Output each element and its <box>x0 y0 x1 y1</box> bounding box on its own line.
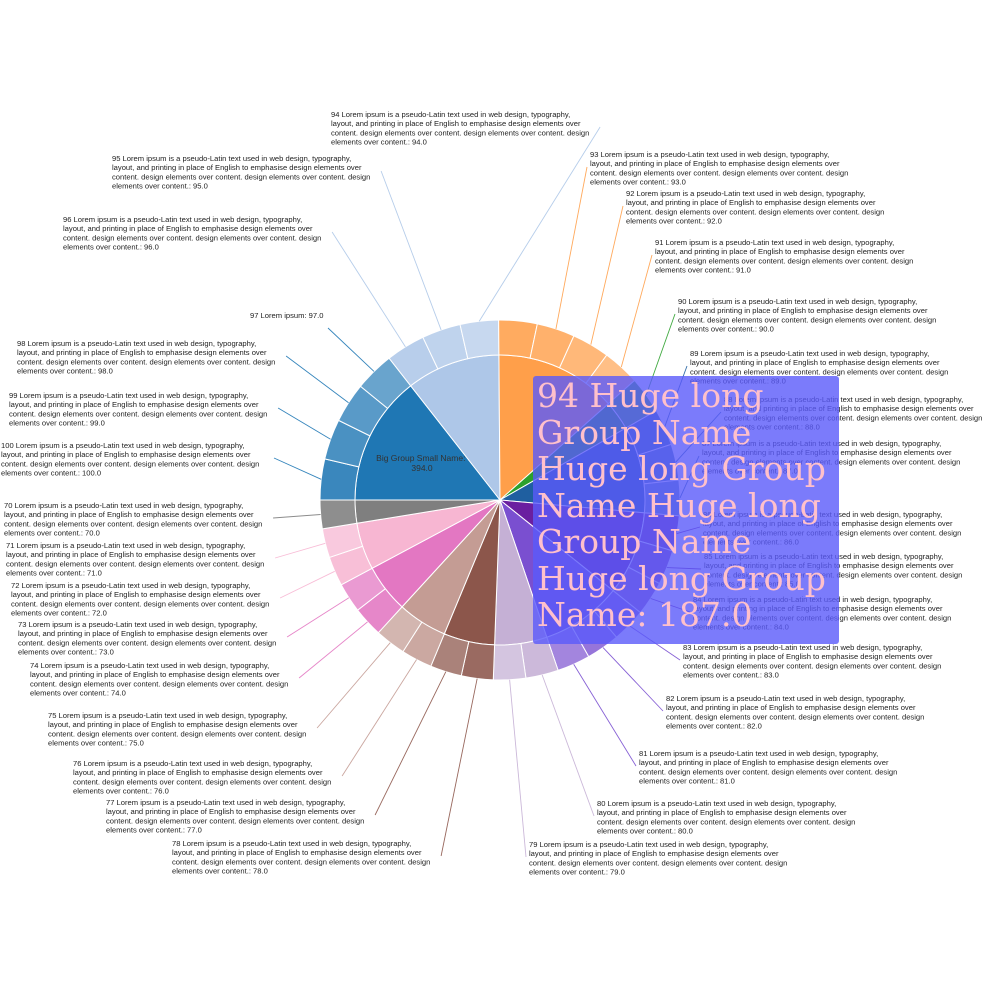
leaf-label-74: 74 Lorem ipsum is a pseudo-Latin text us… <box>30 661 288 698</box>
leader-line-74 <box>298 621 368 679</box>
leaf-label-92: 92 Lorem ipsum is a pseudo-Latin text us… <box>626 189 884 226</box>
leader-lines <box>273 126 722 858</box>
leader-line-77 <box>374 671 447 816</box>
leader-line-93 <box>555 166 588 329</box>
leaf-label-73: 73 Lorem ipsum is a pseudo-Latin text us… <box>18 620 276 657</box>
leader-line-100 <box>273 457 322 480</box>
leaf-label-72: 72 Lorem ipsum is a pseudo-Latin text us… <box>11 581 269 618</box>
leader-line-81 <box>573 663 637 767</box>
leaf-label-71: 71 Lorem ipsum is a pseudo-Latin text us… <box>6 541 264 578</box>
leader-line-71 <box>274 542 326 559</box>
leaf-label-97: 97 Lorem ipsum: 97.0 <box>250 311 323 320</box>
leaf-label-91: 91 Lorem ipsum is a pseudo-Latin text us… <box>655 238 913 275</box>
leaf-label-80: 80 Lorem ipsum is a pseudo-Latin text us… <box>597 799 855 836</box>
leaf-label-83: 83 Lorem ipsum is a pseudo-Latin text us… <box>683 643 941 680</box>
leaf-label-81: 81 Lorem ipsum is a pseudo-Latin text us… <box>639 749 897 786</box>
leader-line-75 <box>316 642 391 729</box>
leader-line-79 <box>509 679 527 858</box>
leader-line-78 <box>440 678 478 857</box>
leader-line-73 <box>286 597 350 638</box>
leaf-segment-70[interactable] <box>319 499 358 530</box>
leader-line-94 <box>478 126 601 322</box>
leader-line-70 <box>273 514 321 519</box>
leaf-label-93: 93 Lorem ipsum is a pseudo-Latin text us… <box>590 150 848 187</box>
leaf-label-78: 78 Lorem ipsum is a pseudo-Latin text us… <box>172 839 430 876</box>
leader-line-82 <box>602 647 664 712</box>
leaf-label-96: 96 Lorem ipsum is a pseudo-Latin text us… <box>63 215 321 252</box>
leaf-segment-79[interactable] <box>492 642 527 681</box>
leader-line-96 <box>331 231 406 348</box>
leaf-label-77: 77 Lorem ipsum is a pseudo-Latin text us… <box>106 798 364 835</box>
hover-tooltip: 94 Huge long Group Name Huge long Group … <box>533 376 839 644</box>
leaf-label-90: 90 Lorem ipsum is a pseudo-Latin text us… <box>678 297 936 334</box>
leader-line-72 <box>279 570 335 599</box>
leaf-label-100: 100 Lorem ipsum is a pseudo-Latin text u… <box>1 441 259 478</box>
leaf-label-98: 98 Lorem ipsum is a pseudo-Latin text us… <box>17 339 275 376</box>
leaf-label-75: 75 Lorem ipsum is a pseudo-Latin text us… <box>48 711 306 748</box>
leader-line-80 <box>541 674 595 817</box>
leader-line-76 <box>341 659 417 777</box>
leaf-label-99: 99 Lorem ipsum is a pseudo-Latin text us… <box>9 391 267 428</box>
leaf-label-79: 79 Lorem ipsum is a pseudo-Latin text us… <box>529 840 787 877</box>
leaf-label-76: 76 Lorem ipsum is a pseudo-Latin text us… <box>73 759 331 796</box>
leader-line-99 <box>277 407 331 440</box>
inner-group-label: Big Group Small Name: 394.0 <box>376 453 468 473</box>
leader-line-98 <box>285 355 349 404</box>
leader-line-97 <box>327 327 375 372</box>
leaf-labels: 94 Lorem ipsum is a pseudo-Latin text us… <box>1 110 982 877</box>
leader-line-92 <box>590 205 624 345</box>
leader-line-95 <box>380 170 442 331</box>
leader-line-91 <box>620 254 653 368</box>
leaf-label-82: 82 Lorem ipsum is a pseudo-Latin text us… <box>666 694 924 731</box>
leaf-label-94: 94 Lorem ipsum is a pseudo-Latin text us… <box>331 110 589 147</box>
leaf-label-95: 95 Lorem ipsum is a pseudo-Latin text us… <box>112 154 370 191</box>
leaf-label-70: 70 Lorem ipsum is a pseudo-Latin text us… <box>4 501 262 538</box>
